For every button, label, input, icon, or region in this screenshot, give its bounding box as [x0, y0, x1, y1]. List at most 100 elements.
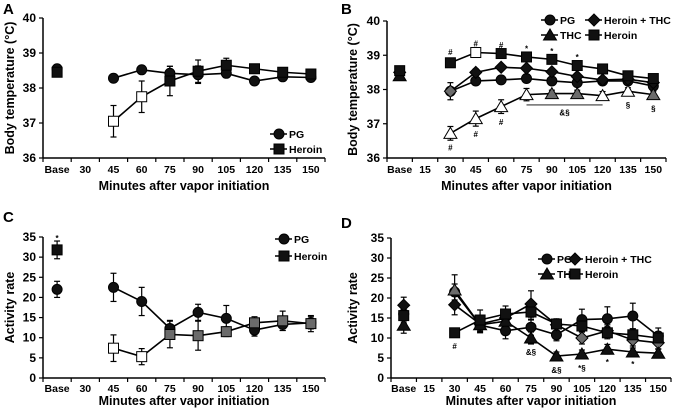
data-point-heroin	[495, 48, 507, 60]
legend-item: PG	[275, 233, 309, 246]
y-tick-label: 30	[23, 250, 37, 264]
data-point-thc	[493, 99, 509, 113]
legend-label: Heroin	[294, 251, 327, 263]
chart-panel-a: A 36 37 38 39 40 Base 30 45 60 75 90 105 120 135 150 Min…	[3, 1, 326, 193]
data-point-thc	[574, 347, 590, 360]
x-tick-label: 105	[573, 383, 591, 395]
significance-annotation: *	[576, 53, 580, 62]
x-axis-title: Minutes after vapor initiation	[446, 394, 617, 408]
y-tick-label: 36	[23, 151, 37, 165]
data-point-heroin-thc	[575, 331, 589, 345]
data-point-pg	[220, 312, 232, 324]
data-point-heroin	[622, 70, 634, 82]
x-tick-label: 135	[619, 164, 637, 176]
data-point-heroin	[277, 66, 289, 78]
data-point-heroin	[220, 326, 232, 338]
legend-label: Heroin	[604, 30, 637, 42]
x-tick-label: 150	[645, 164, 663, 176]
significance-annotation: *	[606, 358, 610, 367]
significance-annotation: *	[56, 234, 60, 243]
x-tick-label: Base	[45, 383, 70, 395]
x-tick-label: 15	[423, 383, 435, 395]
y-axis-title: Activity rate	[346, 272, 360, 344]
data-point-pg	[249, 75, 260, 87]
x-tick-label: 150	[302, 164, 320, 176]
y-tick-label: 25	[23, 270, 37, 284]
x-tick-label: 60	[495, 164, 507, 176]
significance-annotation: #	[448, 144, 453, 153]
legend-label: PG	[289, 129, 304, 141]
data-point-heroin	[597, 63, 609, 75]
data-point-heroin-thc	[595, 73, 610, 87]
legend-label: Heroin	[289, 144, 322, 156]
data-point-heroin	[627, 329, 639, 341]
x-tick-label: 45	[108, 164, 120, 176]
x-tick-label: 105	[218, 383, 236, 395]
y-tick-label: 36	[367, 151, 381, 165]
data-point-pg	[521, 73, 532, 85]
data-point-thc	[569, 86, 585, 100]
data-point-pg	[601, 313, 613, 325]
x-tick-label: 30	[445, 164, 457, 176]
data-point-thc	[447, 283, 463, 296]
data-point-thc	[498, 314, 513, 327]
data-point-heroin	[136, 91, 148, 103]
significance-annotation: #	[499, 41, 504, 50]
data-point-heroin	[652, 332, 664, 344]
data-point-heroin	[305, 318, 317, 330]
x-tick-label: 105	[218, 164, 236, 176]
data-point-thc	[519, 87, 534, 101]
legend-item: Heroin + THC	[585, 13, 671, 27]
legend-square-icon	[278, 250, 290, 262]
chart-panel-d: D 0 5 10 15 20 25 30 35 Base 15 30 45 60 75 90 105 120 135…	[341, 215, 672, 408]
panel-label: D	[341, 215, 352, 232]
y-tick-label: 38	[23, 81, 37, 95]
data-point-heroin	[192, 330, 204, 342]
y-tick-label: 10	[23, 331, 37, 345]
x-axis-title: Minutes after vapor initiation	[99, 394, 270, 408]
data-point-heroin-thc	[570, 69, 584, 84]
significance-annotation: *	[525, 44, 529, 53]
legend-label: PG	[294, 234, 309, 246]
legend-item: PG	[538, 253, 572, 266]
legend-square-icon	[569, 268, 581, 280]
data-point-heroin	[571, 60, 583, 72]
x-tick-label: 90	[546, 164, 558, 176]
legend-circle-icon	[273, 128, 285, 140]
y-tick-label: 20	[23, 290, 37, 304]
y-tick-label: 5	[377, 351, 384, 365]
data-point-heroin-thc	[545, 64, 559, 79]
chart-panel-b: B 36 37 38 39 40 Base 15 30 45 60 75 90 105 120 135 150 M…	[341, 1, 671, 193]
y-axis-title: Activity rate	[3, 272, 17, 344]
data-point-thc	[625, 345, 641, 358]
x-tick-label: Base	[387, 164, 412, 176]
x-tick-label: 75	[164, 383, 176, 395]
x-tick-label: 90	[551, 383, 563, 395]
panel-label: A	[3, 1, 14, 18]
legend-item: THC	[541, 28, 582, 42]
y-tick-label: 30	[371, 251, 385, 265]
data-point-heroin	[164, 328, 176, 340]
legend-label: THC	[560, 30, 582, 42]
x-tick-label: 45	[108, 383, 120, 395]
data-point-heroin	[449, 327, 461, 339]
y-tick-label: 38	[367, 83, 381, 97]
x-tick-label: 135	[624, 383, 642, 395]
x-tick-label: Base	[391, 383, 416, 395]
data-point-heroin	[249, 317, 260, 329]
data-point-heroin-thc	[447, 298, 462, 312]
data-point-thc	[468, 111, 484, 125]
y-tick-label: 35	[371, 231, 385, 245]
x-tick-label: 45	[470, 164, 482, 176]
data-point-heroin	[500, 308, 512, 320]
legend-label: Heroin + THC	[585, 254, 652, 266]
legend-item: PG	[270, 128, 304, 141]
data-point-heroin	[601, 327, 613, 339]
y-tick-label: 0	[29, 371, 36, 385]
x-tick-label: 120	[599, 383, 617, 395]
legend-item: Heroin + THC	[566, 252, 652, 266]
significance-annotation: &§	[551, 366, 562, 375]
significance-annotation: §	[651, 104, 656, 113]
panel-label: C	[3, 209, 14, 226]
y-tick-label: 37	[23, 116, 37, 130]
